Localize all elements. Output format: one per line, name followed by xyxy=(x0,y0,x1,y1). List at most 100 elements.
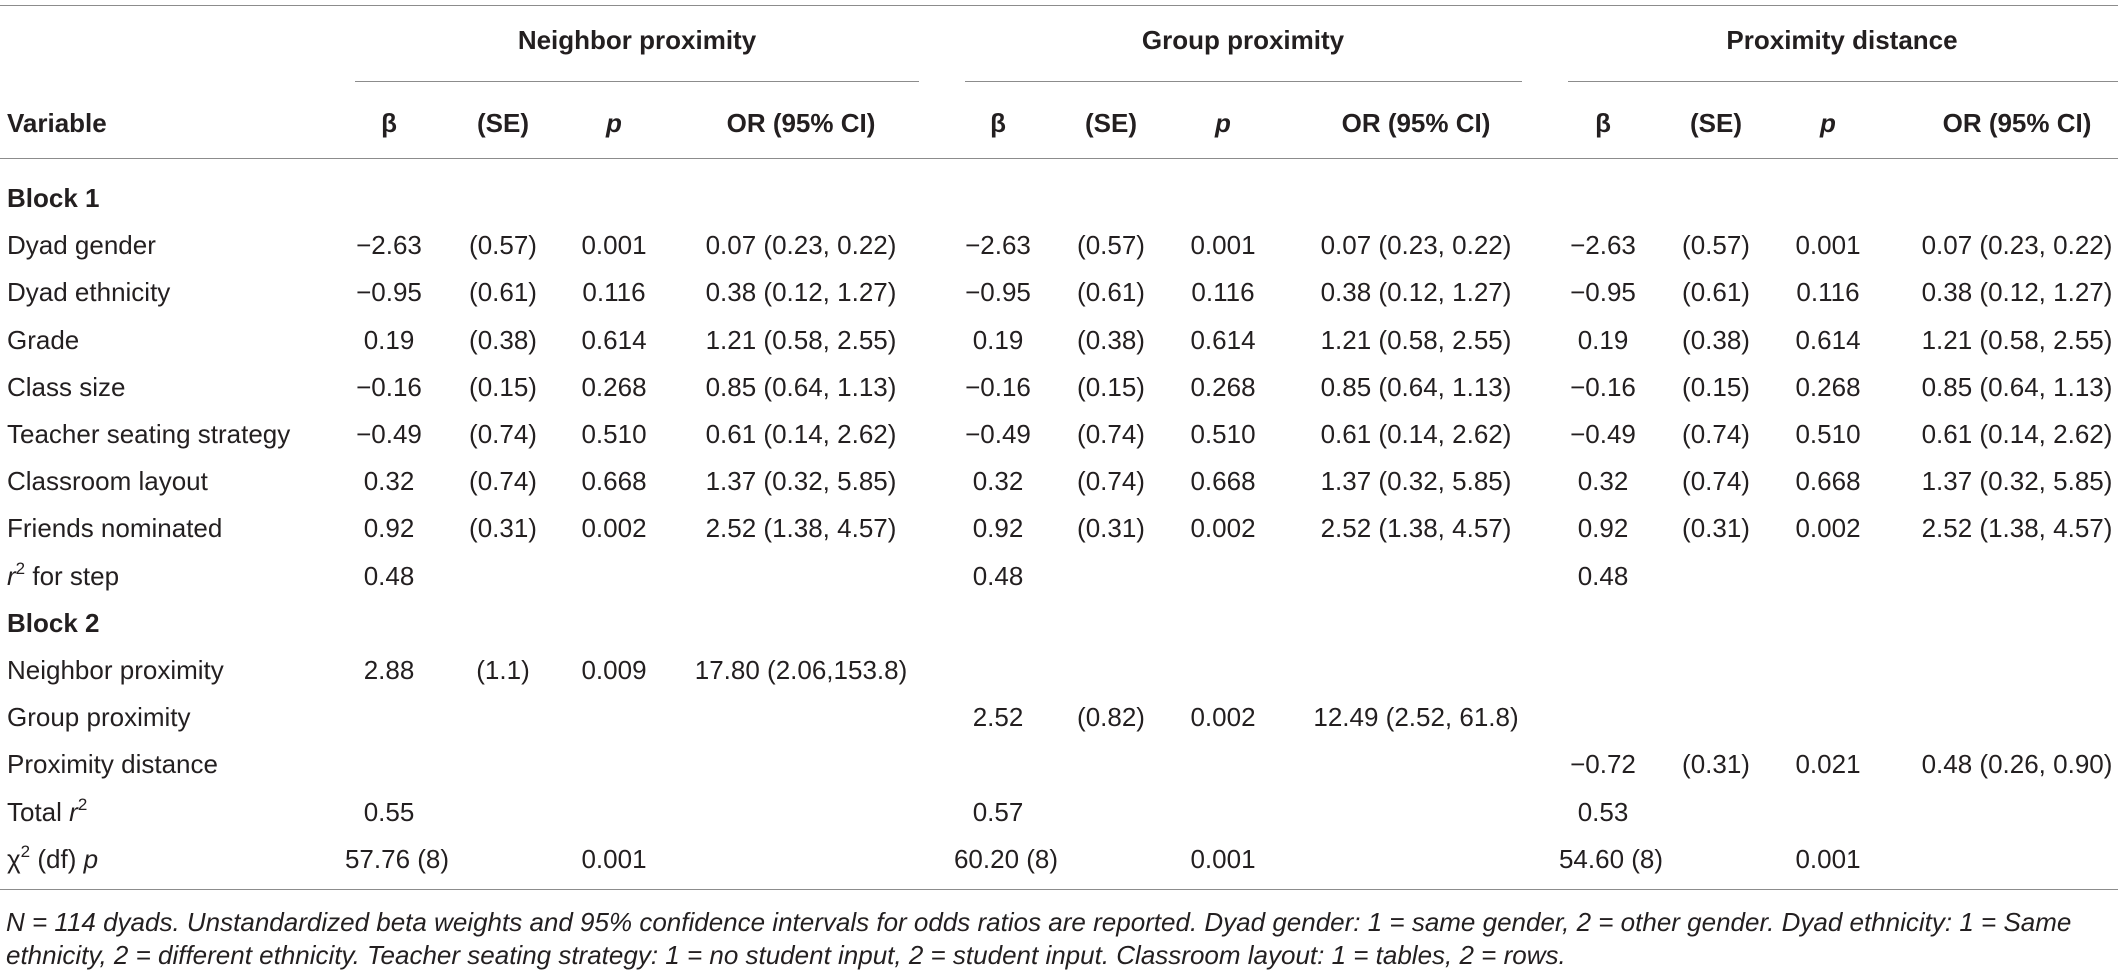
r2-step-label: r2 for step xyxy=(7,558,120,591)
beta-value: −2.63 xyxy=(1570,230,1636,261)
or-value: 12.49 (2.52, 61.8) xyxy=(1313,702,1519,733)
p-value: 0.268 xyxy=(1795,371,1861,402)
p-value: 0.614 xyxy=(1795,324,1861,355)
beta-value: −0.16 xyxy=(1570,371,1636,402)
beta-value: −0.95 xyxy=(1570,277,1636,308)
or-value: 0.38 (0.12, 1.27) xyxy=(1320,277,1512,308)
p-header: p xyxy=(1215,108,1231,138)
se-value: (0.15) xyxy=(1077,371,1145,402)
beta-value: 2.88 xyxy=(363,655,415,685)
p-value: 0.268 xyxy=(1190,371,1256,402)
beta-value: 0.92 xyxy=(363,513,415,544)
beta-value: −2.63 xyxy=(965,230,1031,261)
group-underline-distance xyxy=(1568,81,2118,82)
or-value: 0.38 (0.12, 1.27) xyxy=(705,277,897,308)
se-value: (0.57) xyxy=(469,230,537,261)
beta-value: 0.32 xyxy=(1577,466,1629,497)
beta-value: −0.16 xyxy=(965,371,1031,402)
or-value: 0.07 (0.23, 0.22) xyxy=(705,230,897,261)
se-header: (SE) xyxy=(477,108,529,138)
or-value: 0.61 (0.14, 2.62) xyxy=(1320,419,1512,449)
chi-square-value: 57.76 (8) xyxy=(344,843,450,874)
row-label: Classroom layout xyxy=(7,466,208,497)
or-value: 0.61 (0.14, 2.62) xyxy=(1921,419,2113,449)
table-footnote: N = 114 dyads. Unstandardized beta weigh… xyxy=(6,907,2072,970)
row-label: Friends nominated xyxy=(7,513,223,544)
block-1-label: Block 1 xyxy=(7,183,100,213)
or-value: 2.52 (1.38, 4.57) xyxy=(705,513,897,544)
or-value: 1.21 (0.58, 2.55) xyxy=(1320,324,1512,355)
or-value: 0.07 (0.23, 0.22) xyxy=(1320,230,1512,261)
p-value: 0.021 xyxy=(1795,749,1861,780)
p-value: 0.001 xyxy=(1795,230,1861,261)
total-r2-label: Total r2 xyxy=(7,794,88,827)
se-value: (0.31) xyxy=(1682,513,1750,544)
p-value: 0.268 xyxy=(581,371,647,402)
se-value: (0.57) xyxy=(1682,230,1750,261)
or-value: 1.37 (0.32, 5.85) xyxy=(1320,466,1512,497)
se-value: (0.82) xyxy=(1077,702,1145,733)
or-value: 0.85 (0.64, 1.13) xyxy=(1921,371,2113,402)
header-rule xyxy=(0,158,2118,159)
chi-square-value: 60.20 (8) xyxy=(953,843,1059,874)
se-value: (0.38) xyxy=(1077,324,1145,355)
r2-step-value: 0.48 xyxy=(363,560,415,591)
total-r2-value: 0.57 xyxy=(972,796,1024,827)
beta-header: β xyxy=(381,108,397,138)
se-value: (0.38) xyxy=(469,324,537,355)
beta-value: 0.32 xyxy=(363,466,415,497)
beta-value: 0.92 xyxy=(1577,513,1629,544)
or-value: 2.52 (1.38, 4.57) xyxy=(1320,513,1512,544)
r2-step-value: 0.48 xyxy=(1577,560,1629,591)
or-value: 2.52 (1.38, 4.57) xyxy=(1921,513,2113,544)
group-underline-neighbor xyxy=(355,81,919,82)
total-r2-value: 0.55 xyxy=(363,796,415,827)
r2-step-value: 0.48 xyxy=(972,560,1024,591)
or-header: OR (95% CI) xyxy=(726,108,876,138)
p-value: 0.668 xyxy=(1190,466,1256,497)
group-underline-group xyxy=(965,81,1522,82)
se-value: (0.31) xyxy=(1077,513,1145,544)
p-value: 0.614 xyxy=(1190,324,1256,355)
or-value: 0.07 (0.23, 0.22) xyxy=(1921,230,2113,261)
se-value: (0.31) xyxy=(469,513,537,544)
p-header: p xyxy=(1820,108,1836,138)
se-value: (0.74) xyxy=(1077,419,1145,449)
or-header: OR (95% CI) xyxy=(1942,108,2092,138)
se-value: (0.74) xyxy=(1077,466,1145,497)
se-value: (1.1) xyxy=(476,655,530,685)
p-value: 0.116 xyxy=(582,277,646,308)
beta-value: 0.19 xyxy=(363,324,415,355)
p-value: 0.116 xyxy=(1191,277,1255,308)
beta-value: 0.32 xyxy=(972,466,1024,497)
row-label: Group proximity xyxy=(7,702,191,733)
beta-value: −0.49 xyxy=(356,419,422,449)
beta-value: −0.16 xyxy=(356,371,422,402)
beta-header: β xyxy=(1595,108,1611,138)
group-header-group: Group proximity xyxy=(1141,25,1345,55)
se-value: (0.74) xyxy=(1682,466,1750,497)
p-value: 0.002 xyxy=(581,513,647,544)
top-rule xyxy=(0,5,2118,6)
beta-value: −0.95 xyxy=(356,277,422,308)
p-header: p xyxy=(606,108,622,138)
beta-value: −2.63 xyxy=(356,230,422,261)
se-value: (0.61) xyxy=(1682,277,1750,308)
se-header: (SE) xyxy=(1085,108,1137,138)
row-label: Proximity distance xyxy=(7,749,218,780)
se-value: (0.31) xyxy=(1682,749,1750,780)
row-label: Grade xyxy=(7,324,80,355)
or-value: 0.85 (0.64, 1.13) xyxy=(1320,371,1512,402)
beta-value: 0.19 xyxy=(1577,324,1629,355)
p-value: 0.002 xyxy=(1795,513,1861,544)
or-value: 1.37 (0.32, 5.85) xyxy=(1921,466,2113,497)
block-2-label: Block 2 xyxy=(7,607,100,638)
se-value: (0.61) xyxy=(469,277,537,308)
p-value: 0.510 xyxy=(1190,419,1256,449)
se-value: (0.57) xyxy=(1077,230,1145,261)
or-value: 0.48 (0.26, 0.90) xyxy=(1921,749,2113,780)
p-value: 0.510 xyxy=(1795,419,1861,449)
or-value: 0.38 (0.12, 1.27) xyxy=(1921,277,2113,308)
or-header: OR (95% CI) xyxy=(1341,108,1491,138)
total-r2-value: 0.53 xyxy=(1577,796,1629,827)
